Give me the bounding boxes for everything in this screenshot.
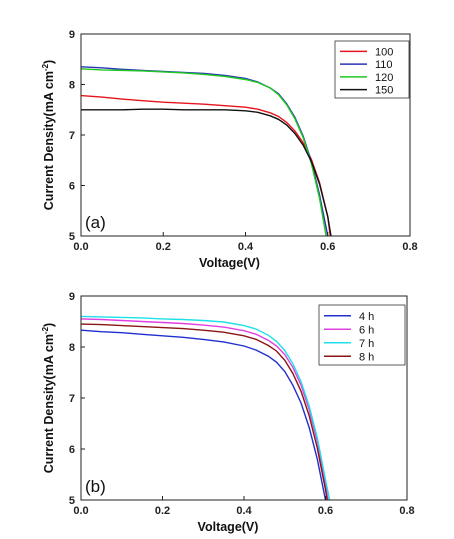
x-axis-title: Voltage(V) [198,520,259,534]
legend-label: 110 [375,59,393,71]
y-axis-title: Current Density(mA cm-2) [41,60,56,210]
series-line-100 [81,94,331,236]
x-axis-title: Voltage(V) [199,256,260,270]
x-tick-label: 0.0 [73,241,88,253]
y-tick-label: 5 [69,231,75,243]
legend-label: 120 [375,72,393,84]
panel-label: (b) [85,477,106,496]
x-tick-label: 0.8 [399,505,414,517]
y-tick-label: 9 [69,291,75,303]
series-line-4h [81,329,327,500]
y-axis-title: Current Density(mA cm-2) [41,323,56,473]
y-tick-label: 9 [69,29,75,41]
x-tick-label: 0.6 [320,241,335,253]
legend-box [334,40,410,99]
y-tick-label: 8 [69,342,75,354]
chart-panel-b: 0.0 0.2 0.4 0.6 0.8 5 6 7 8 9 Voltage(V) Current De… [41,291,415,534]
panel-label: (a) [85,213,106,232]
x-tick-label: 0.4 [236,505,252,517]
series-line-110 [81,66,329,236]
x-tick-label: 0.6 [318,505,333,517]
y-tick-label: 6 [69,444,75,456]
legend-label: 150 [375,85,393,97]
legend-label: 8 h [359,351,374,363]
legend: 4 h6 h 7 h8 h [318,304,406,366]
x-tick-label: 0.0 [73,505,88,517]
series-line-150 [81,108,332,236]
y-tick-label: 5 [69,495,75,507]
series-line-120 [81,68,327,236]
series-line-8h [81,323,328,500]
x-tick-label: 0.2 [156,241,171,253]
chart-panel-a: 0.0 0.2 0.4 0.6 0.8 5 6 7 8 9 Voltage(V) Current De… [41,29,418,270]
legend-label: 100 [375,46,393,58]
x-tick-label: 0.8 [402,241,417,253]
x-tick-label: 0.2 [155,505,170,517]
series-line-6h [81,318,329,500]
legend-label: 7 h [359,338,374,350]
legend-label: 6 h [359,324,374,336]
y-tick-label: 7 [69,130,75,142]
x-tick-label: 0.4 [238,241,254,253]
y-tick-label: 8 [69,80,75,92]
legend-label: 4 h [359,311,374,323]
y-tick-label: 7 [69,393,75,405]
y-tick-label: 6 [69,181,75,193]
series-line-7h [81,315,331,500]
